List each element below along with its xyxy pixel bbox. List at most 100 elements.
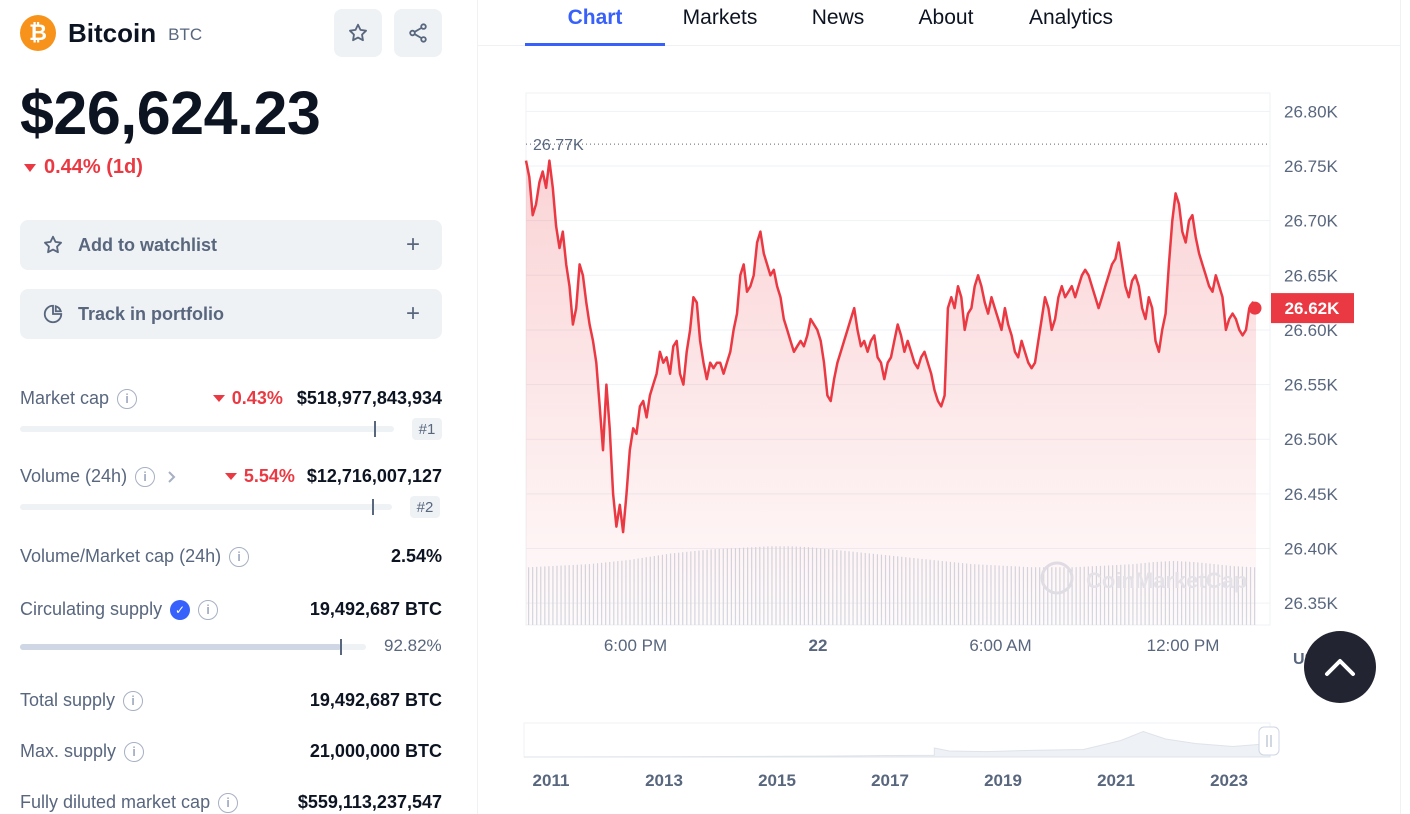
share-button[interactable] (394, 9, 442, 57)
history-year-label: 2021 (1097, 771, 1135, 790)
tab-analytics[interactable]: Analytics (1001, 0, 1141, 46)
tab-chart-label: Chart (567, 6, 623, 29)
current-price-dot (1248, 301, 1262, 315)
fully-diluted-market-cap-label: Fully diluted market cap i (20, 792, 239, 813)
current-price-tag (1271, 293, 1354, 324)
market-cap-rank-bar (20, 421, 394, 437)
info-icon[interactable]: i (117, 388, 138, 409)
track-in-portfolio-button[interactable]: Track in portfolio + (20, 289, 442, 339)
info-icon[interactable]: i (135, 466, 156, 487)
info-icon[interactable]: i (198, 599, 219, 620)
circulating-supply-bar-fill (20, 644, 342, 650)
coin-summary-panel: ₿ Bitcoin BTC $26,624.23 0.44% (1d) Add … (0, 0, 478, 814)
plus-icon: + (405, 300, 420, 327)
volume-market-cap-label: Volume/Market cap (24h) i (20, 546, 250, 567)
scroll-to-top-button[interactable] (1304, 631, 1376, 703)
volume-rank-badge: #2 (410, 496, 440, 518)
y-tick-label: 26.80K (1284, 102, 1339, 121)
y-tick-label: 26.45K (1284, 485, 1339, 504)
max-supply-row: Max. supply i 21,000,000 BTC (20, 741, 442, 762)
navigator-handle (1258, 726, 1280, 756)
market-cap-change-value: 0.43% (231, 388, 283, 408)
bitcoin-logo-icon: ₿ (20, 15, 56, 51)
track-in-portfolio-label: Track in portfolio (78, 303, 225, 324)
x-tick-label: 12:00 PM (1147, 636, 1220, 655)
history-year-label: 2013 (645, 771, 683, 790)
pie-chart-icon (43, 304, 63, 324)
price-area-fill (526, 160, 1256, 625)
circulating-supply-percent: 92.82% (384, 636, 442, 655)
history-year-label: 2017 (871, 771, 909, 790)
circulating-supply-marker (340, 639, 343, 655)
info-icon[interactable]: i (123, 690, 144, 711)
y-tick-label: 26.70K (1284, 212, 1339, 231)
price-change-value: 0.44% (1d) (44, 156, 143, 178)
price-line (524, 159, 1257, 534)
circulating-supply-value: 19,492,687 BTC (309, 599, 442, 619)
market-cap-rank-badge: #1 (412, 418, 442, 440)
coin-symbol: BTC (168, 25, 203, 44)
x-axis-labels: 6:00 PM 22 6:00 AM 12:00 PM (604, 636, 1220, 655)
history-navigator[interactable]: 2011 2013 2015 2017 2019 2021 2023 (523, 722, 1280, 790)
y-tick-label: 26.40K (1284, 540, 1339, 559)
plus-icon: + (405, 231, 420, 258)
star-icon (44, 235, 62, 254)
down-triangle-icon (212, 395, 225, 402)
coin-tabs: Chart Markets News About Analytics (525, 0, 1141, 46)
max-supply-label: Max. supply i (20, 741, 145, 762)
circulating-supply-row: Circulating supply ✓ i 19,492,687 BTC (20, 599, 442, 620)
y-tick-label: 26.55K (1284, 376, 1339, 395)
market-cap-label-text: Market cap (20, 388, 110, 408)
add-to-watchlist-button[interactable]: Add to watchlist + (20, 220, 442, 270)
volume-market-cap-row: Volume/Market cap (24h) i 2.54% (20, 546, 442, 567)
down-triangle-icon (224, 473, 237, 480)
star-icon (349, 23, 367, 42)
history-year-label: 2019 (984, 771, 1022, 790)
current-price-label: 26.62K (1285, 299, 1341, 318)
circulating-supply-label: Circulating supply ✓ i (20, 599, 219, 620)
y-tick-label: 26.50K (1284, 430, 1339, 449)
y-tick-label: 26.65K (1284, 266, 1339, 285)
info-icon[interactable]: i (218, 792, 239, 813)
fully-diluted-market-cap-row: Fully diluted market cap i $559,113,237,5… (20, 792, 442, 813)
price-markers: 26.77K 26.62K (533, 137, 1354, 324)
y-tick-label: 26.60K (1284, 321, 1339, 340)
tab-markets-label: Markets (682, 6, 758, 29)
market-cap-rank-marker (374, 421, 377, 437)
x-tick-label: 22 (809, 636, 828, 655)
x-tick-label: 6:00 PM (604, 636, 667, 655)
volume-value: $12,716,007,127 (306, 466, 442, 486)
chevron-up-icon (1325, 659, 1355, 676)
market-cap-value: $518,977,843,934 (296, 388, 442, 408)
volume-rank-bar (20, 499, 392, 515)
circulating-supply-bar (20, 639, 366, 655)
add-to-watchlist-label: Add to watchlist (78, 234, 217, 255)
tabs-divider (478, 45, 1400, 46)
tab-about[interactable]: About (891, 0, 1001, 46)
volume-label-text: Volume (24h) (20, 466, 128, 486)
share-icon (409, 23, 427, 43)
current-price: $26,624.23 (20, 79, 321, 147)
panel-border (1400, 0, 1401, 814)
volume-market-cap-value: 2.54% (390, 546, 442, 566)
fully-diluted-market-cap-label-text: Fully diluted market cap (20, 792, 211, 812)
total-supply-label-text: Total supply (20, 690, 116, 710)
y-tick-label: 26.75K (1284, 157, 1339, 176)
down-triangle-icon (24, 163, 36, 172)
market-cap-change: 0.43% (212, 388, 283, 409)
price-area (524, 143, 1270, 625)
info-icon[interactable]: i (229, 546, 250, 567)
volume-change: 5.54% (224, 466, 295, 487)
info-icon[interactable]: i (124, 741, 145, 762)
tab-news[interactable]: News (785, 0, 891, 46)
price-change-1d: 0.44% (1d) (24, 156, 143, 179)
volume-label: Volume (24h) i (20, 466, 177, 487)
tab-chart[interactable]: Chart (525, 0, 665, 46)
tab-markets[interactable]: Markets (655, 0, 785, 46)
navigator-history-area (523, 730, 1271, 758)
tab-news-label: News (811, 6, 865, 29)
chevron-right-icon[interactable] (165, 470, 177, 484)
watchlist-star-button[interactable] (334, 9, 382, 57)
circulating-supply-label-text: Circulating supply (20, 599, 163, 619)
